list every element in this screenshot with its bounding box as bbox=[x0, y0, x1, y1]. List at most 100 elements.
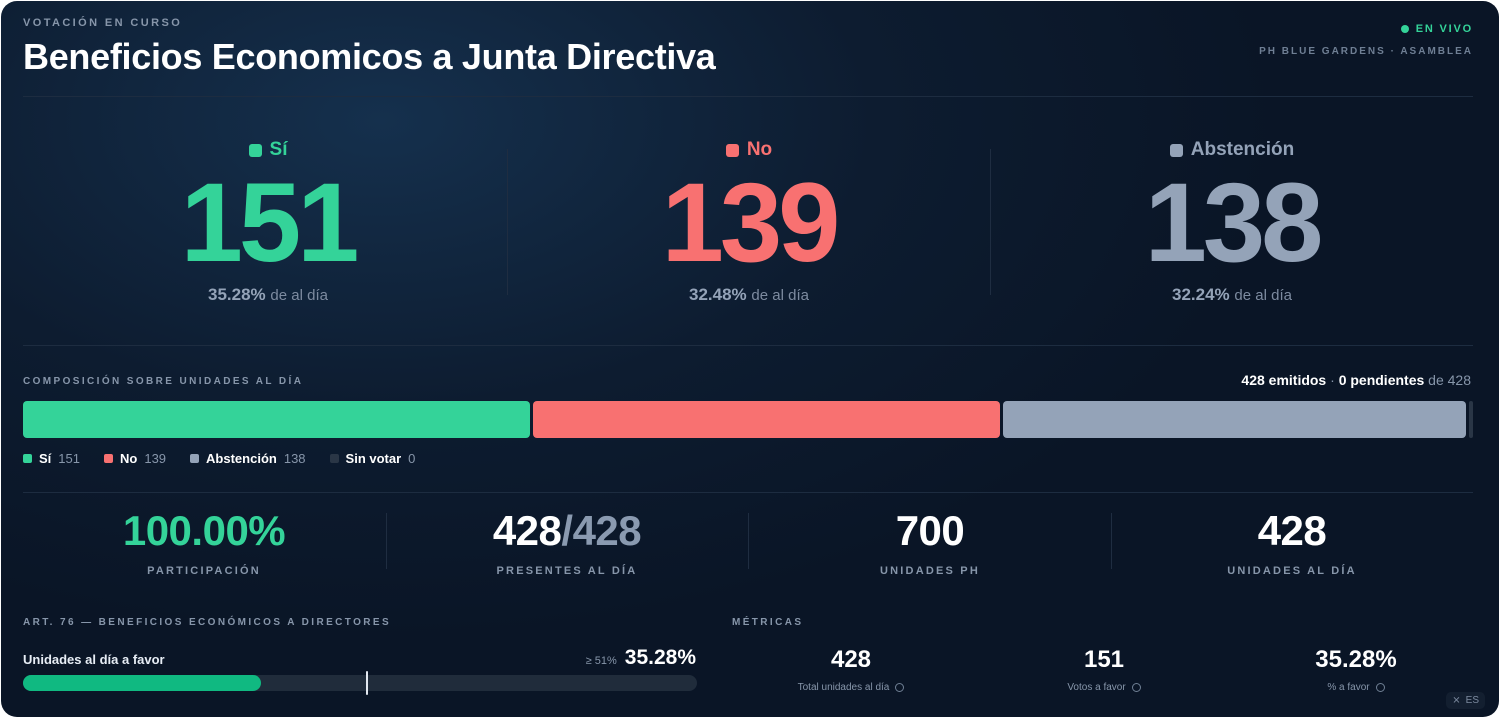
option-yes: Sí 151 35.28% de al día bbox=[28, 139, 508, 305]
metric-label-row: Total unidades al día bbox=[731, 682, 971, 693]
article-value-group: ≥ 51% 35.28% bbox=[586, 646, 696, 670]
live-label: EN VIVO bbox=[1415, 23, 1473, 35]
option-yes-label: Sí bbox=[28, 139, 508, 161]
yes-swatch-icon bbox=[248, 143, 262, 157]
stat-label: PARTICIPACIÓN bbox=[147, 565, 261, 577]
cast-summary: 428 emitidos · 0 pendientes de 428 bbox=[1241, 372, 1471, 388]
composition-title: COMPOSICIÓN SOBRE UNIDADES AL DÍA bbox=[23, 376, 304, 387]
option-no-percent: 32.48% de al día bbox=[509, 285, 989, 305]
legend-label: Sin votar bbox=[345, 451, 402, 466]
divider bbox=[990, 149, 991, 295]
option-no-pct-value: 32.48% bbox=[689, 285, 747, 304]
live-badge: EN VIVO bbox=[1400, 23, 1473, 35]
language-switcher[interactable]: ⨯ ES bbox=[1446, 692, 1485, 709]
stat-units-day: 428 UNIDADES AL DÍA bbox=[1111, 507, 1473, 578]
cast-count: 428 emitidos bbox=[1241, 372, 1327, 388]
present-slash: / bbox=[561, 507, 573, 554]
metric-total-units: 428 Total unidades al día bbox=[731, 646, 971, 693]
composition-segment-yes bbox=[23, 401, 530, 438]
metric-label-row: Votos a favor bbox=[984, 682, 1224, 693]
option-yes-percent: 35.28% de al día bbox=[28, 285, 508, 305]
option-abstention-name: Abstención bbox=[1190, 139, 1295, 160]
live-dot-icon bbox=[1400, 25, 1409, 33]
stat-units-ph: 700 UNIDADES PH bbox=[749, 507, 1111, 578]
metric-votes-for: 151 Votos a favor bbox=[984, 646, 1224, 693]
info-icon[interactable] bbox=[895, 683, 905, 692]
option-yes-pct-value: 35.28% bbox=[208, 285, 266, 304]
option-abstention-count: 138 bbox=[1144, 160, 1324, 285]
info-icon[interactable] bbox=[1131, 683, 1141, 692]
stat-value: 428 bbox=[1257, 507, 1327, 554]
legend-swatch-icon bbox=[190, 454, 200, 463]
metric-value: 35.28% bbox=[1315, 646, 1397, 673]
metric-label: % a favor bbox=[1327, 682, 1370, 693]
present-count: 428 bbox=[492, 507, 562, 554]
article-title: ART. 76 — BENEFICIOS ECONÓMICOS A DIRECT… bbox=[23, 617, 392, 628]
divider bbox=[23, 345, 1473, 346]
option-no: No 139 32.48% de al día bbox=[509, 139, 989, 305]
divider bbox=[386, 513, 387, 569]
stat-present: 428/428 PRESENTES AL DÍA bbox=[386, 509, 748, 578]
composition-segment-not-voted bbox=[1468, 401, 1473, 438]
stat-value: 700 bbox=[895, 507, 965, 554]
no-swatch-icon bbox=[725, 143, 739, 157]
status-eyebrow: VOTACIÓN EN CURSO bbox=[23, 17, 183, 29]
option-no-name: No bbox=[746, 139, 773, 160]
composition-segment-no bbox=[532, 401, 1000, 438]
metric-label-row: % a favor bbox=[1236, 682, 1476, 693]
option-yes-count: 151 bbox=[180, 160, 360, 285]
legend-label: Sí bbox=[39, 451, 52, 466]
legend-count: 139 bbox=[144, 451, 167, 466]
divider bbox=[23, 492, 1473, 493]
article-value: 35.28% bbox=[624, 646, 696, 669]
divider bbox=[748, 513, 749, 569]
option-abstention-percent: 32.24% de al día bbox=[992, 285, 1472, 305]
page-title: Beneficios Economicos a Junta Directiva bbox=[23, 36, 716, 77]
info-icon[interactable] bbox=[1375, 683, 1385, 692]
language-label: ES bbox=[1465, 695, 1479, 706]
option-yes-pct-suffix: de al día bbox=[270, 287, 328, 304]
legend-swatch-icon bbox=[329, 454, 339, 463]
stat-label: PRESENTES AL DÍA bbox=[496, 565, 638, 577]
threshold-marker bbox=[365, 671, 368, 695]
legend-swatch-icon bbox=[23, 454, 32, 463]
option-abstention-pct-value: 32.24% bbox=[1172, 285, 1230, 304]
cast-separator: · bbox=[1330, 372, 1335, 388]
divider bbox=[507, 149, 508, 295]
stat-participation: 100.00% PARTICIPACIÓN bbox=[23, 507, 385, 578]
article-row-label: Unidades al día a favor bbox=[23, 652, 165, 667]
approval-progress-track bbox=[23, 671, 697, 695]
metric-label: Total unidades al día bbox=[797, 682, 890, 693]
legend-item-no: No 139 bbox=[104, 451, 166, 466]
threshold-label: ≥ 51% bbox=[585, 655, 617, 667]
option-no-pct-suffix: de al día bbox=[751, 287, 809, 304]
composition-bar bbox=[23, 401, 1473, 438]
divider bbox=[23, 96, 1473, 97]
option-abstention-label: Abstención bbox=[992, 139, 1472, 161]
cast-total: de 428 bbox=[1428, 372, 1471, 388]
option-no-label: No bbox=[509, 139, 989, 161]
legend-swatch-icon bbox=[104, 454, 113, 463]
legend-count: 151 bbox=[58, 451, 80, 466]
option-abstention-pct-suffix: de al día bbox=[1234, 287, 1292, 304]
metric-value: 428 bbox=[830, 646, 872, 673]
organization-label: PH BLUE GARDENS · ASAMBLEA bbox=[1259, 46, 1473, 57]
option-yes-name: Sí bbox=[269, 139, 288, 160]
translate-icon: ⨯ bbox=[1452, 695, 1461, 706]
option-no-count: 139 bbox=[661, 160, 841, 285]
metrics-title: MÉTRICAS bbox=[732, 617, 804, 628]
stat-label: UNIDADES AL DÍA bbox=[1227, 565, 1357, 577]
metric-value: 151 bbox=[1083, 646, 1125, 673]
composition-segment-abstention bbox=[1002, 401, 1466, 438]
legend-item-not-voted: Sin votar 0 bbox=[329, 451, 416, 466]
stat-value: 100.00% bbox=[122, 507, 286, 554]
legend-item-yes: Sí 151 bbox=[23, 451, 80, 466]
legend-count: 0 bbox=[408, 451, 416, 466]
stat-label: UNIDADES PH bbox=[880, 565, 980, 577]
pending-count: 0 pendientes bbox=[1338, 372, 1425, 388]
legend-count: 138 bbox=[283, 451, 306, 466]
stat-value: 428/428 bbox=[386, 509, 748, 553]
legend-label: No bbox=[120, 451, 138, 466]
divider bbox=[1111, 513, 1112, 569]
